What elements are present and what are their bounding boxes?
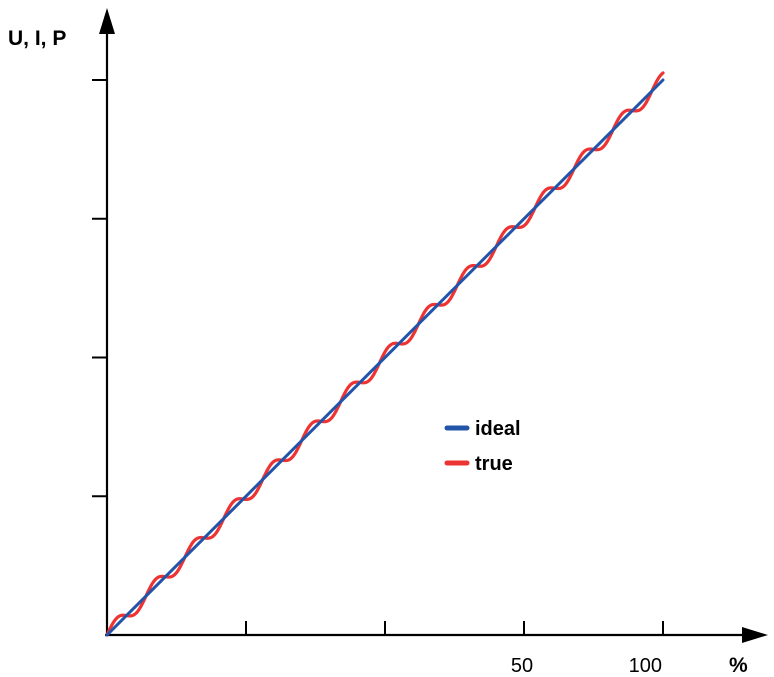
y-axis-label: U, I, P	[8, 27, 66, 50]
legend: ideal true	[444, 418, 521, 475]
series-layer	[105, 71, 665, 637]
series-line-true	[105, 71, 665, 637]
series-line-ideal	[105, 78, 665, 637]
x-axis-label: %	[729, 654, 748, 677]
legend-label-ideal: ideal	[475, 418, 521, 440]
y-ticks	[92, 79, 107, 498]
x-tick-label: 100	[629, 655, 662, 677]
legend-label-true: true	[475, 453, 513, 475]
y-axis-arrow	[99, 8, 115, 34]
x-axis-arrow	[742, 627, 768, 643]
x-ticks: 50 100	[245, 621, 664, 677]
x-tick-label: 50	[511, 655, 533, 677]
